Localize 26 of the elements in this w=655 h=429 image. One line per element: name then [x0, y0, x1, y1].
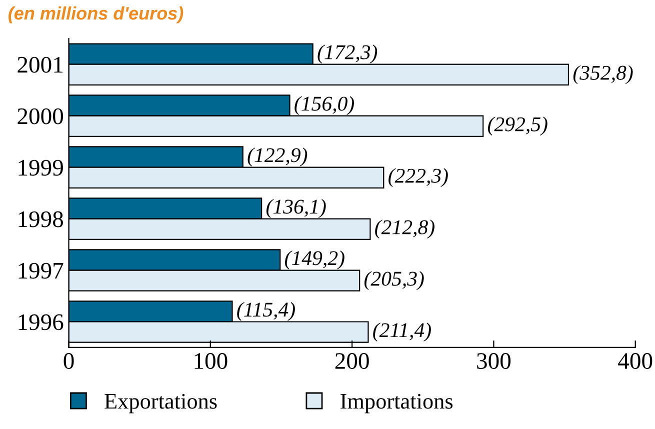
data-label: (115,4): [237, 302, 295, 321]
legend-label: Exportations: [104, 394, 217, 414]
chart-subtitle: (en millions d'euros): [8, 6, 184, 24]
x-tick-label: 0: [64, 353, 74, 369]
data-label: (205,3): [364, 271, 424, 290]
data-label: (352,8): [573, 65, 633, 84]
data-label: (292,5): [488, 116, 548, 136]
data-label: (156,0): [294, 96, 354, 115]
data-label: (136,1): [266, 199, 326, 218]
data-label: (149,2): [285, 250, 344, 270]
y-tick-label: 1998: [18, 211, 64, 228]
y-tick-label: 2000: [18, 108, 64, 124]
y-tick-label: 1997: [18, 262, 64, 279]
y-tick-label: 1999: [18, 160, 63, 176]
y-tick-label: 1996: [18, 314, 64, 330]
legend-label: Importations: [340, 394, 453, 414]
data-label: (211,4): [373, 322, 431, 342]
y-tick-label: 2001: [18, 56, 62, 73]
data-label: (212,8): [375, 220, 434, 239]
x-tick-label: 300: [477, 353, 511, 369]
data-label: (122,9): [248, 148, 308, 166]
x-tick-label: 200: [335, 353, 369, 369]
data-label: (222,3): [388, 168, 448, 188]
data-label: (172,3): [318, 44, 378, 64]
x-tick-label: 400: [618, 353, 652, 369]
x-tick-label: 100: [194, 353, 228, 369]
